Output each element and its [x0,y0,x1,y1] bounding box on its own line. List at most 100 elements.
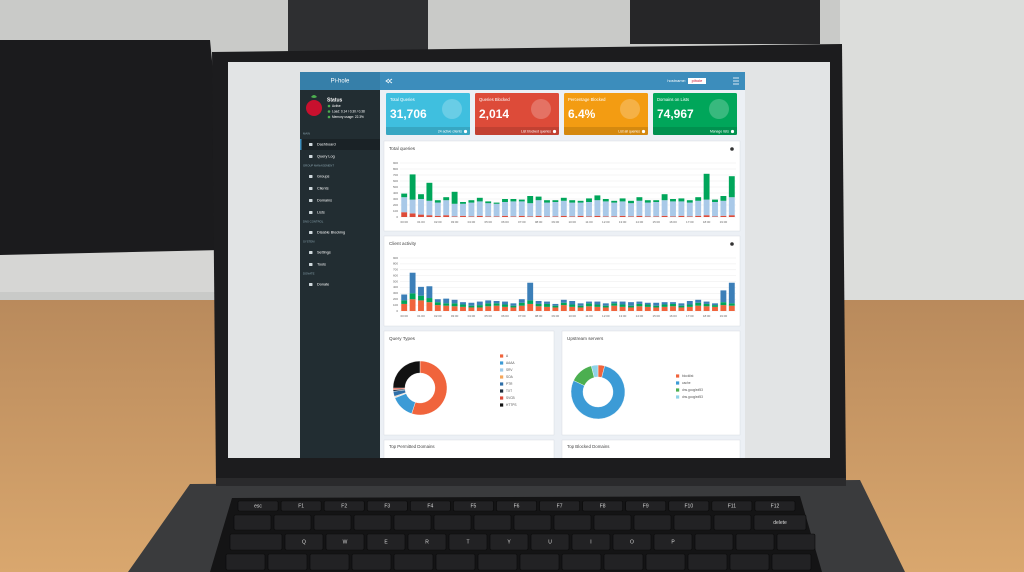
card-footer[interactable]: 24 active clients [438,129,462,133]
chart-panel [383,140,741,232]
chart-panel [383,235,741,327]
key[interactable] [393,514,432,531]
bar-segment [451,191,458,204]
key[interactable] [351,553,392,571]
key[interactable]: Q [284,533,324,551]
key[interactable]: E [366,533,406,551]
menu-item[interactable]: Disable Blocking [309,231,345,235]
key-cap [353,514,392,531]
x-tick-label: 12:00 [602,314,610,318]
menu-item[interactable]: Clients [309,187,329,191]
key[interactable]: esc [237,500,279,512]
card-footer[interactable]: List all queries [618,129,640,133]
key[interactable]: R [407,533,447,551]
key[interactable]: F11 [711,500,753,512]
bar-segment [544,216,550,217]
key[interactable] [645,553,686,571]
key[interactable] [593,514,632,531]
key[interactable]: F12 [754,500,796,512]
key[interactable] [776,533,816,551]
menu-item[interactable]: Query Log [309,155,335,159]
y-tick-label: 800 [393,262,398,266]
bar-segment [510,199,517,202]
key[interactable] [553,514,592,531]
key[interactable]: F8 [582,500,623,512]
sidebar [300,90,380,458]
key[interactable] [694,533,734,551]
key[interactable]: delete [753,514,807,531]
menu-item[interactable]: Donate [309,283,329,287]
key[interactable]: F5 [453,500,494,512]
key[interactable] [435,553,476,571]
key[interactable] [513,514,552,531]
key[interactable] [735,533,775,551]
key[interactable] [225,553,266,571]
menu-item[interactable]: Lists [309,211,325,215]
key-cap [776,533,816,551]
key[interactable] [713,514,752,531]
key[interactable]: F7 [539,500,580,512]
key[interactable]: T [448,533,488,551]
key[interactable]: I [571,533,611,551]
key[interactable] [729,553,770,571]
key[interactable]: F6 [496,500,537,512]
y-tick-label: 500 [393,185,398,189]
key[interactable]: P [653,533,693,551]
key[interactable]: F4 [410,500,451,512]
bar-segment [586,216,592,217]
key[interactable] [267,553,308,571]
key[interactable] [353,514,392,531]
key-cap [645,553,686,571]
key[interactable] [433,514,472,531]
key[interactable] [233,514,272,531]
key-cap [280,500,322,512]
menu-item[interactable]: Tools [309,263,326,267]
key[interactable] [561,553,602,571]
bar-segment [460,304,466,307]
menu-item[interactable]: Dashboard [300,139,380,150]
key[interactable] [473,514,512,531]
x-tick-label: 10:00 [568,314,576,318]
key[interactable] [771,553,812,571]
key[interactable] [229,533,283,551]
sidebar-toggle[interactable] [385,78,390,84]
menu-item[interactable]: Settings [309,251,331,255]
key[interactable] [673,514,712,531]
key[interactable] [687,553,728,571]
key[interactable] [603,553,644,571]
key[interactable]: U [530,533,570,551]
key[interactable] [273,514,312,531]
menu-button[interactable] [733,77,739,85]
cabinet [840,0,1024,325]
key[interactable] [519,553,560,571]
menu-item[interactable]: Domains [309,199,332,203]
menu-item[interactable]: Groups [309,175,330,179]
key[interactable]: F10 [668,500,710,512]
key[interactable]: F1 [280,500,322,512]
card-footer[interactable]: Manage lists [710,129,729,133]
menu-icon [309,283,313,286]
key[interactable] [477,553,518,571]
key[interactable]: O [612,533,652,551]
key-label: R [425,539,429,545]
key[interactable]: Y [489,533,529,551]
key[interactable]: F3 [366,500,408,512]
key[interactable] [393,553,434,571]
menu-label: Groups [317,175,330,179]
key[interactable] [313,514,352,531]
card-title: Domains on Lists [657,97,689,102]
key[interactable]: W [325,533,365,551]
bar-segment [527,203,534,217]
bar-segment [653,302,660,306]
key[interactable]: F2 [323,500,365,512]
x-tick-label: 10:00 [568,220,576,224]
key-cap [496,500,537,512]
bar-segment [628,302,634,306]
key[interactable] [633,514,672,531]
y-tick-label: 400 [393,285,398,289]
legend-label: HTTPS [506,403,516,407]
key[interactable] [309,553,350,571]
card-footer[interactable]: List blocked queries [521,129,551,133]
key[interactable]: F9 [625,500,667,512]
bar-segment [485,201,492,204]
